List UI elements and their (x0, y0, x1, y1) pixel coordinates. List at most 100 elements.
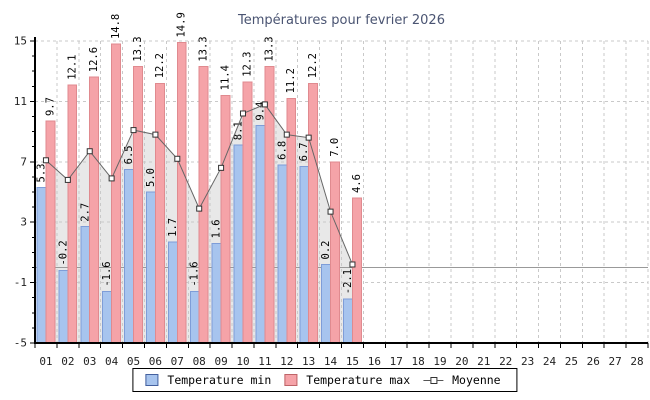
legend-label-temperature-max: Temperature max (306, 373, 411, 387)
value-label: 12.6 (88, 47, 100, 72)
gridlines (35, 40, 649, 343)
value-label: 5.0 (145, 168, 157, 187)
x-tick-label-day-10: 10 (236, 355, 249, 368)
value-label: 6.8 (276, 141, 288, 160)
value-label: 11.2 (285, 68, 297, 93)
min-bar-day-12 (277, 164, 288, 344)
legend-label-moyenne: Moyenne (452, 373, 501, 387)
x-tick-label-day-06: 06 (149, 355, 162, 368)
value-label: 12.2 (307, 53, 319, 78)
value-label: -2.1 (342, 269, 354, 294)
min-bar-day-06 (146, 191, 156, 344)
value-label: 13.3 (263, 36, 275, 61)
min-bar-day-09 (211, 242, 222, 344)
temperature-max-bars (45, 42, 362, 344)
x-tick-label-day-14: 14 (324, 355, 338, 368)
y-tick-label: -5 (14, 337, 27, 350)
x-tick-label-day-07: 07 (171, 355, 184, 368)
moyenne-marker-day-04 (108, 175, 115, 182)
max-bar-day-09 (220, 94, 231, 344)
x-tick-label-day-22: 22 (499, 355, 512, 368)
moyenne-marker-glyph (430, 376, 438, 384)
x-tick-label-day-11: 11 (258, 355, 271, 368)
max-bar-day-10 (242, 81, 253, 344)
x-tick-label-day-25: 25 (565, 355, 578, 368)
x-tick-label-day-08: 08 (193, 355, 206, 368)
min-bar-day-01 (36, 186, 47, 344)
x-tick-label-day-21: 21 (477, 355, 490, 368)
min-bar-day-07 (167, 241, 178, 344)
value-label: -0.2 (57, 240, 69, 265)
legend-marker-moyenne-icon (423, 376, 444, 385)
value-label: 1.6 (211, 219, 223, 238)
legend-label-temperature-min: Temperature min (167, 373, 272, 387)
max-bar-day-02 (67, 84, 78, 344)
moyenne-marker-day-05 (130, 127, 137, 134)
x-tick-label-day-04: 04 (105, 355, 119, 368)
value-label: 6.5 (123, 145, 135, 164)
min-bar-day-05 (124, 168, 135, 344)
x-tick-label-day-20: 20 (455, 355, 468, 368)
value-label: 12.3 (241, 51, 253, 76)
legend-swatch-temperature-max (284, 374, 298, 386)
value-label: 12.1 (66, 54, 78, 79)
x-tick-label-day-09: 09 (214, 355, 227, 368)
moyenne-marker-day-03 (86, 148, 93, 155)
value-label: -1.6 (101, 261, 113, 286)
min-bar-day-08 (189, 291, 200, 344)
max-bar-day-13 (308, 82, 319, 344)
value-label: 6.7 (298, 142, 310, 161)
value-label: 1.7 (167, 218, 179, 237)
x-tick-label-day-13: 13 (302, 355, 315, 368)
y-tick-label: 3 (20, 216, 27, 229)
max-bar-day-05 (133, 66, 143, 344)
value-label: 12.2 (154, 53, 166, 78)
x-tick-label-day-12: 12 (280, 355, 293, 368)
x-tick-label-day-01: 01 (39, 355, 52, 368)
value-label: 9.7 (44, 97, 56, 116)
value-label: 13.3 (132, 36, 144, 61)
legend-swatch-temperature-min (145, 374, 159, 386)
min-bar-day-14 (321, 263, 332, 344)
y-tick-label: 7 (20, 155, 27, 168)
y-tick-label: 15 (14, 35, 27, 48)
min-bar-day-11 (255, 125, 266, 344)
moyenne-marker-day-02 (64, 176, 71, 183)
x-tick-label-day-26: 26 (587, 355, 600, 368)
value-label: 4.6 (351, 174, 363, 193)
value-label: 13.3 (198, 36, 210, 61)
x-tick-label-day-18: 18 (412, 355, 425, 368)
x-tick-label-day-17: 17 (390, 355, 403, 368)
bar-value-labels: 5.3 9.7 -0.2 12.1 2.7 12.6 -1.6 14.8 6.5 13.3 5.0 1… (35, 12, 362, 294)
moyenne-marker-day-01 (42, 157, 49, 164)
value-label: 14.9 (176, 12, 188, 37)
moyenne-marker-day-14 (327, 208, 334, 215)
chart-title: Températures pour fevrier 2026 (238, 13, 445, 28)
max-bar-day-06 (154, 82, 165, 344)
max-bar-day-01 (45, 120, 56, 344)
min-bar-day-02 (58, 270, 69, 344)
moyenne-marker-day-12 (283, 131, 290, 138)
x-tick-label-day-02: 02 (61, 355, 74, 368)
value-label: 11.4 (220, 65, 232, 90)
min-bar-day-13 (299, 165, 310, 344)
chart-legend: Temperature min Temperature max Moyenne (132, 368, 518, 392)
x-tick-label-day-15: 15 (346, 355, 359, 368)
moyenne-marker-day-09 (218, 164, 225, 171)
x-tick-label-day-24: 24 (543, 355, 557, 368)
x-tick-label-day-23: 23 (521, 355, 534, 368)
x-tick-label-day-03: 03 (83, 355, 96, 368)
value-label: 7.0 (329, 138, 341, 157)
max-bar-day-04 (111, 43, 122, 344)
value-label: -1.6 (189, 261, 201, 286)
y-tick-label: -1 (14, 276, 27, 289)
y-axis-tick-labels: -5 -1 3 7 11 15 (14, 35, 27, 350)
max-bar-day-07 (176, 42, 187, 344)
axes (30, 37, 649, 348)
value-label: 8.1 (233, 121, 245, 140)
moyenne-marker-day-08 (196, 205, 203, 212)
value-label: 2.7 (79, 203, 91, 222)
max-bar-day-08 (198, 66, 209, 344)
